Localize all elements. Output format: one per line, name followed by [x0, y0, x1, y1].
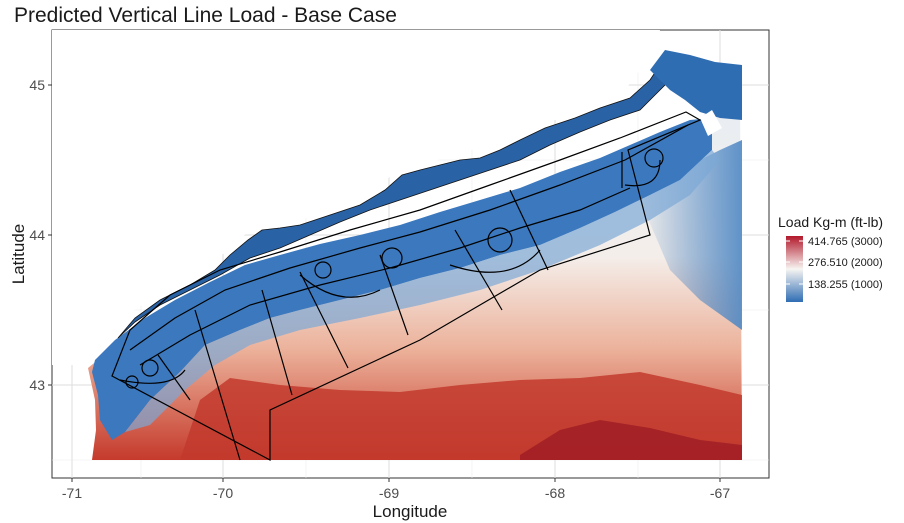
zone-divider-7 [509, 189, 549, 271]
inshore-estuaries [117, 54, 677, 339]
zone-divider-6 [454, 229, 503, 311]
map-title: Predicted Vertical Line Load - Base Case [14, 4, 397, 27]
fundy-low-load [650, 50, 742, 120]
zone-circle-1 [141, 359, 159, 377]
zone-divider-3 [261, 289, 293, 396]
peak-load-core [520, 420, 742, 460]
y-axis-title: Latitude [9, 224, 28, 285]
zone-divider-1 [157, 354, 191, 401]
coastal-low-load-band [92, 118, 712, 440]
legend-ticks [786, 240, 803, 285]
x-axis-ticks [71, 478, 721, 482]
y-axis-ticks [48, 84, 52, 386]
legend-colorbar [786, 236, 803, 302]
x-axis-title: Longitude [373, 502, 448, 521]
zone-circle-4 [381, 247, 403, 269]
x-tick-label: -67 [710, 485, 730, 501]
legend-label: 414.765 (3000) [808, 236, 883, 248]
x-tick-label: -69 [379, 485, 399, 501]
legend-label: 138.255 (1000) [808, 279, 883, 291]
y-tick-label: 44 [29, 227, 45, 243]
management-zones [111, 111, 702, 461]
zone-arc-3 [449, 249, 541, 273]
zone-divider-5 [379, 254, 409, 336]
zone-inner-boundary [129, 124, 689, 351]
fundy-island [700, 110, 722, 136]
zone-outer-boundary [111, 111, 702, 461]
x-tick-label: -68 [545, 485, 565, 501]
zone-arc-2 [299, 274, 381, 298]
legend-title: Load Kg-m (ft-lb) [778, 214, 883, 230]
legend-label: 276.510 (2000) [808, 257, 883, 269]
y-tick-label: 45 [29, 77, 45, 93]
zone-divider-2 [194, 309, 241, 461]
zone-circle-6 [644, 148, 664, 168]
zone-circle-3 [314, 261, 332, 279]
land-mask [52, 30, 660, 365]
x-tick-label: -70 [213, 485, 233, 501]
zone-circle-2 [125, 375, 139, 389]
zone-divider-4 [299, 271, 349, 369]
zone-circle-5 [487, 227, 513, 253]
zone-arc-1 [119, 369, 186, 384]
coastal-lighter-band [125, 150, 720, 432]
x-tick-label: -71 [62, 485, 82, 501]
y-tick-label: 43 [29, 377, 45, 393]
